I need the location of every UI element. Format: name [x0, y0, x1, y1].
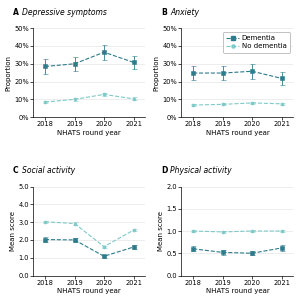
Text: Physical activity: Physical activity	[170, 166, 232, 175]
X-axis label: NHATS round year: NHATS round year	[205, 288, 269, 294]
Text: D: D	[161, 166, 167, 175]
Text: Social activity: Social activity	[22, 166, 75, 175]
Text: Depressive symptoms: Depressive symptoms	[22, 8, 107, 16]
Text: C: C	[13, 166, 19, 175]
Y-axis label: Proportion: Proportion	[154, 55, 160, 91]
X-axis label: NHATS round year: NHATS round year	[57, 130, 121, 136]
X-axis label: NHATS round year: NHATS round year	[205, 130, 269, 136]
Y-axis label: Proportion: Proportion	[6, 55, 12, 91]
Text: A: A	[13, 8, 19, 16]
Y-axis label: Mean score: Mean score	[10, 211, 16, 251]
Legend: Dementia, No dementia: Dementia, No dementia	[223, 32, 290, 53]
Y-axis label: Mean score: Mean score	[158, 211, 164, 251]
Text: Anxiety: Anxiety	[170, 8, 199, 16]
X-axis label: NHATS round year: NHATS round year	[57, 288, 121, 294]
Text: B: B	[161, 8, 167, 16]
